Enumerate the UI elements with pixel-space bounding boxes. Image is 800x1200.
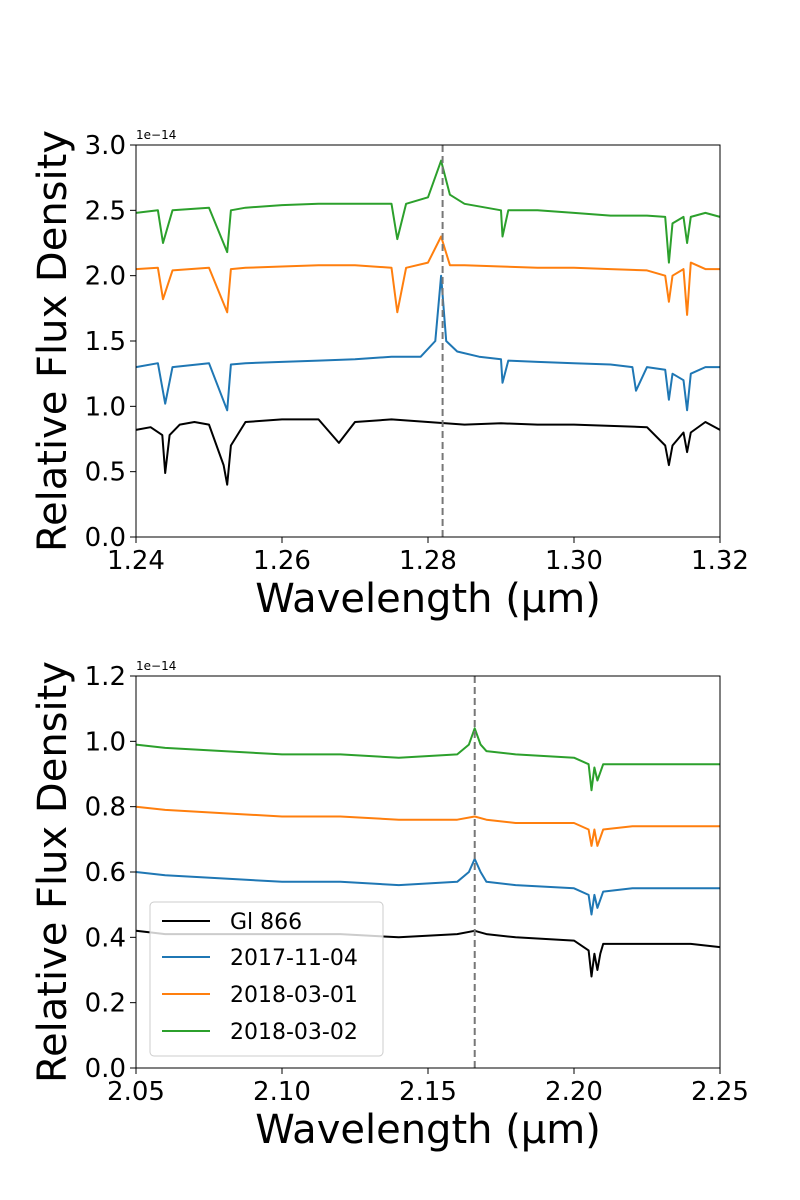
- x-tick-label: 1.24: [107, 546, 165, 576]
- series-line: [135, 274, 720, 412]
- y-tick-label: 0.5: [85, 458, 126, 488]
- series-line: [135, 727, 720, 792]
- series-lines-bottom: [135, 727, 721, 978]
- y-tick-label: 0.6: [85, 858, 126, 888]
- y-tick-label: 2.5: [85, 196, 126, 226]
- spectrum-panel-bottom: 2.05 2.10 2.15 2.20 2.25 0.0 0.2 0.4 0.6 0.8 1.0 1…: [30, 659, 749, 1153]
- x-tick-label: 2.05: [107, 1077, 165, 1107]
- axes-frame-top: [135, 144, 721, 538]
- offset-label-bottom: 1e−14: [136, 659, 176, 673]
- y-tick-label: 0.2: [85, 989, 126, 1019]
- x-ticks-bottom: 2.05 2.10 2.15 2.20 2.25: [107, 1068, 749, 1107]
- y-tick-label: 1.2: [85, 662, 126, 692]
- x-tick-label: 1.26: [253, 546, 311, 576]
- legend-box: [149, 901, 384, 1057]
- series-line: [135, 857, 720, 916]
- x-ticks-top: 1.24 1.26 1.28 1.30 1.32: [107, 537, 749, 576]
- series-line: [135, 418, 721, 486]
- y-tick-label: 1.5: [85, 327, 126, 357]
- legend-entry: Gl 866: [162, 910, 302, 935]
- x-axis-label-top: Wavelength (μm): [255, 576, 601, 622]
- y-ticks-bottom: 0.0 0.2 0.4 0.6 0.8 1.0 1.2: [85, 662, 136, 1084]
- x-axis-label-bottom: Wavelength (μm): [255, 1107, 601, 1153]
- x-tick-label: 2.20: [545, 1077, 603, 1107]
- x-tick-label: 1.32: [691, 546, 749, 576]
- y-tick-label: 1.0: [85, 727, 126, 757]
- y-tick-label: 0.8: [85, 793, 126, 823]
- legend-label: 2017-11-04: [230, 946, 358, 971]
- series-line: [135, 159, 721, 264]
- y-axis-label-bottom: Relative Flux Density: [30, 661, 76, 1083]
- x-tick-label: 2.25: [691, 1077, 749, 1107]
- y-ticks-top: 0.0 0.5 1.0 1.5 2.0 2.5 3.0: [85, 131, 136, 553]
- legend-entry: 2018-03-01: [162, 983, 358, 1008]
- y-axis-label-top: Relative Flux Density: [30, 130, 76, 552]
- y-tick-label: 3.0: [85, 131, 126, 161]
- legend-entry: 2017-11-04: [162, 946, 358, 971]
- series-line: [135, 805, 720, 847]
- y-tick-label: 0.0: [85, 523, 126, 553]
- x-tick-label: 1.30: [545, 546, 603, 576]
- x-tick-label: 2.10: [253, 1077, 311, 1107]
- x-tick-label: 2.15: [399, 1077, 457, 1107]
- legend-label: Gl 866: [230, 910, 302, 935]
- x-tick-label: 1.28: [399, 546, 457, 576]
- legend: Gl 866 2017-11-04 2018-03-01 2018-03-02: [149, 901, 384, 1057]
- y-tick-label: 0.0: [85, 1054, 126, 1084]
- legend-entry: 2018-03-02: [162, 1020, 358, 1045]
- spectrum-panel-top: 1.24 1.26 1.28 1.30 1.32 0.0 0.5 1.0 1.5 2.0 2.5 3…: [30, 128, 749, 622]
- y-tick-label: 1.0: [85, 392, 126, 422]
- y-tick-label: 0.4: [85, 923, 126, 953]
- legend-label: 2018-03-01: [230, 983, 358, 1008]
- offset-label-top: 1e−14: [136, 128, 176, 142]
- series-line: [135, 235, 720, 316]
- legend-label: 2018-03-02: [230, 1020, 358, 1045]
- series-lines-top: [135, 159, 721, 486]
- y-tick-label: 2.0: [85, 262, 126, 292]
